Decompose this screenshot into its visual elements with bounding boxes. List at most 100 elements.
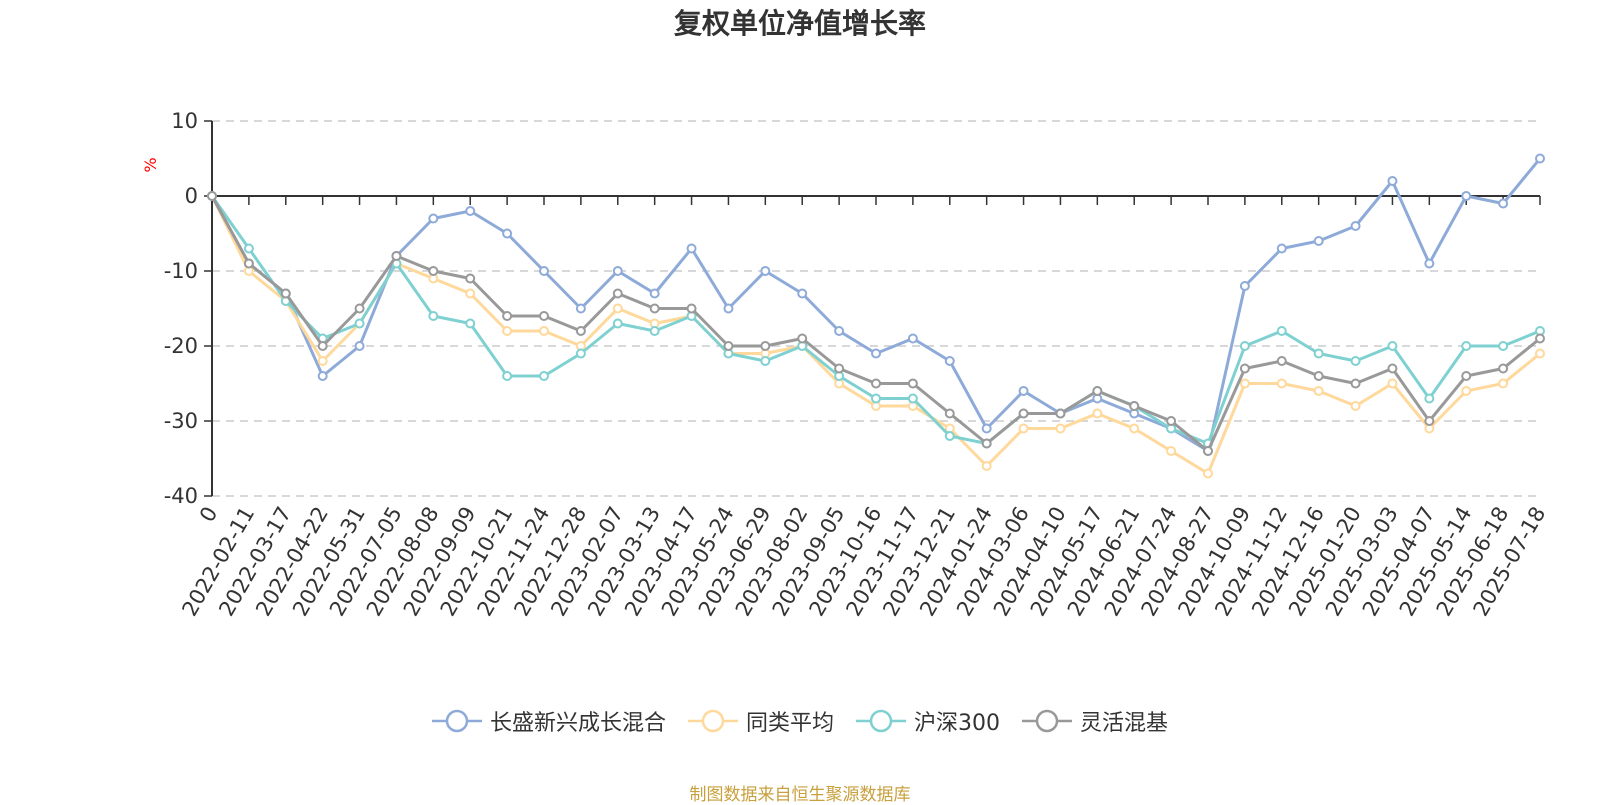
data-point <box>944 356 955 366</box>
data-point <box>1387 378 1398 389</box>
data-point <box>944 431 955 441</box>
data-point <box>1387 363 1398 374</box>
data-point <box>981 461 992 471</box>
data-point <box>907 393 918 404</box>
data-point <box>575 326 586 336</box>
data-point <box>354 341 365 351</box>
data-point <box>797 288 808 299</box>
data-point <box>1313 348 1324 359</box>
axes <box>211 121 1541 496</box>
data-point <box>539 371 549 381</box>
line-chart: % 02022-02-112022-03-172022-04-222022-05… <box>141 109 1550 621</box>
y-tick-label: 10 <box>171 109 198 133</box>
data-point <box>760 356 771 366</box>
data-point <box>1461 386 1472 396</box>
series-line <box>210 195 1541 453</box>
legend-item[interactable]: 同类平均 <box>687 705 834 737</box>
data-point <box>1387 341 1398 351</box>
data-point <box>1055 408 1066 419</box>
y-tick-label: -20 <box>164 334 198 358</box>
data-point <box>1018 386 1029 396</box>
data-point <box>575 303 586 314</box>
data-point <box>871 348 881 359</box>
data-point <box>1313 371 1324 381</box>
data-point <box>797 333 808 344</box>
data-point <box>502 228 513 239</box>
data-point <box>1129 423 1140 434</box>
y-axis-tick-labels: 10 0 -10 -20 -30 -40 <box>164 109 198 508</box>
data-point <box>1276 243 1287 254</box>
data-point <box>539 266 549 276</box>
data-point <box>539 311 549 321</box>
data-point <box>612 288 623 299</box>
data-point <box>1129 401 1140 411</box>
y-axis-unit-label: % <box>141 157 160 172</box>
data-point <box>502 371 513 381</box>
series-1 <box>207 191 1545 479</box>
data-point <box>1313 386 1324 396</box>
data-point <box>1535 333 1545 344</box>
data-point <box>502 311 513 321</box>
legend-item[interactable]: 长盛新兴成长混合 <box>431 705 666 737</box>
data-point <box>1461 371 1472 381</box>
legend-item[interactable]: 灵活混基 <box>1022 705 1168 737</box>
data-point <box>391 251 402 261</box>
legend-marker-icon <box>1022 709 1072 733</box>
series-lines <box>207 153 1545 479</box>
legend-marker-icon <box>687 709 738 733</box>
data-point <box>354 318 365 329</box>
y-tick-label: -40 <box>164 484 198 508</box>
data-point <box>502 326 513 336</box>
data-point <box>1387 176 1398 186</box>
x-tick-label: 0 <box>195 503 222 527</box>
data-point <box>907 378 918 389</box>
legend-marker-icon <box>431 709 482 733</box>
data-point <box>760 341 771 351</box>
data-point <box>1461 341 1472 351</box>
data-point <box>686 243 697 254</box>
data-point <box>428 266 439 276</box>
data-point <box>317 356 328 366</box>
data-point <box>723 341 734 351</box>
data-point <box>1276 326 1287 336</box>
data-point <box>1239 341 1250 351</box>
data-point <box>1166 446 1177 456</box>
data-point <box>1276 356 1287 366</box>
data-point <box>1055 423 1066 434</box>
data-point <box>612 303 623 314</box>
data-point <box>539 326 549 336</box>
data-point <box>1535 348 1545 359</box>
data-point <box>207 191 217 201</box>
y-tick-label: 0 <box>185 184 198 208</box>
data-point <box>1092 386 1103 396</box>
data-point <box>944 408 955 419</box>
data-point <box>1350 401 1361 411</box>
x-axis-tick-labels: 02022-02-112022-03-172022-04-222022-05-3… <box>177 503 1550 621</box>
legend-item[interactable]: 沪深300 <box>856 705 1000 737</box>
data-point <box>317 371 328 381</box>
data-point <box>465 273 476 284</box>
data-point <box>465 206 476 216</box>
data-point <box>1424 393 1435 404</box>
data-point <box>649 326 660 336</box>
data-point <box>1498 341 1509 351</box>
data-point <box>1018 423 1029 434</box>
data-point <box>1018 408 1029 419</box>
data-point <box>1498 378 1509 389</box>
data-point <box>834 326 845 336</box>
data-point <box>243 243 254 254</box>
data-point <box>1350 356 1361 366</box>
source-note: 制图数据来自恒生聚源数据库 <box>689 785 911 805</box>
data-point <box>428 213 439 224</box>
data-point <box>1239 281 1250 291</box>
data-point <box>428 311 439 321</box>
chart-title: 复权单位净值增长率 <box>673 7 926 40</box>
data-point <box>1424 258 1435 269</box>
data-point <box>1350 221 1361 231</box>
data-point <box>612 266 623 276</box>
data-point <box>1166 416 1177 426</box>
data-point <box>1092 408 1103 419</box>
data-point <box>686 303 697 314</box>
data-point <box>871 393 881 404</box>
legend-label: 长盛新兴成长混合 <box>489 711 666 736</box>
